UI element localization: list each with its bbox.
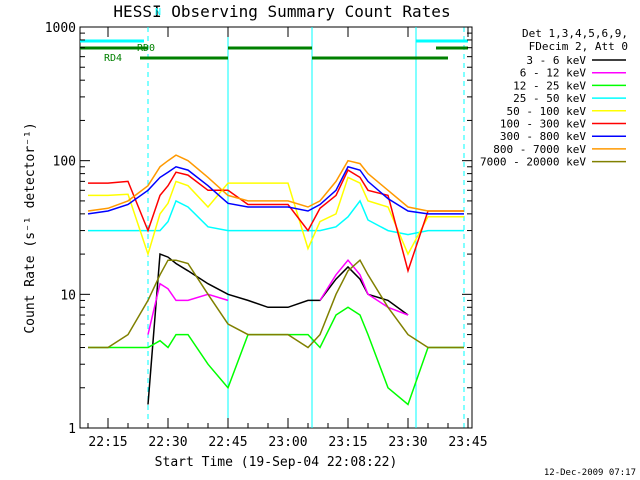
flag-label-rd4: RD4 bbox=[104, 53, 122, 64]
y-ticks: 1 10 100 1000 bbox=[45, 21, 472, 437]
x-tick-label-2: 22:45 bbox=[208, 435, 247, 450]
series-line-4 bbox=[88, 176, 464, 257]
legend-header-line-1: Det 1,3,4,5,6,9, bbox=[522, 27, 628, 40]
x-tick-label-5: 23:30 bbox=[388, 435, 427, 450]
series-line-2 bbox=[88, 306, 464, 406]
y-axis-label: Count Rate (s⁻¹ detector⁻¹) bbox=[23, 122, 38, 333]
legend-label-1: 6 - 12 keV bbox=[520, 67, 587, 80]
x-axis-label: Start Time (19-Sep-04 22:08:22) bbox=[155, 455, 398, 470]
flag-bars bbox=[80, 39, 468, 60]
legend: Det 1,3,4,5,6,9, FDecim 2, Att 0 3 - 6 k… bbox=[480, 27, 628, 169]
y-tick-label-3: 1000 bbox=[45, 21, 76, 36]
chart-title: HESSI Observing Summary Count Rates bbox=[113, 2, 450, 21]
series-line-5 bbox=[88, 169, 464, 274]
flag-label-rd0: RD0 bbox=[137, 43, 155, 54]
legend-label-4: 50 - 100 keV bbox=[507, 105, 587, 118]
y-tick-label-1: 10 bbox=[60, 288, 76, 303]
series-line-8 bbox=[88, 259, 464, 349]
series-lines bbox=[87, 154, 464, 406]
x-tick-label-0: 22:15 bbox=[88, 435, 127, 450]
plot-frame bbox=[79, 26, 473, 429]
legend-label-2: 12 - 25 keV bbox=[513, 79, 586, 92]
vertical-markers bbox=[147, 27, 465, 428]
legend-label-3: 25 - 50 keV bbox=[513, 92, 586, 105]
series-line-7 bbox=[87, 154, 464, 212]
legend-label-5: 100 - 300 keV bbox=[500, 118, 586, 131]
x-ticks: 22:15 22:30 22:45 23:00 23:15 23:30 23:45 bbox=[87, 27, 488, 450]
legend-label-8: 7000 - 20000 keV bbox=[480, 156, 586, 169]
y-tick-label-0: 1 bbox=[68, 422, 76, 437]
series-line-1 bbox=[147, 259, 409, 335]
series-line-0 bbox=[147, 253, 409, 405]
legend-label-6: 300 - 800 keV bbox=[500, 130, 586, 143]
x-tick-label-1: 22:30 bbox=[148, 435, 187, 450]
legend-label-7: 800 - 7000 keV bbox=[493, 143, 586, 156]
y-tick-label-2: 100 bbox=[53, 155, 76, 170]
series-line-6 bbox=[87, 165, 464, 215]
legend-label-0: 3 - 6 keV bbox=[526, 54, 586, 67]
legend-header-line-2: FDecim 2, Att 0 bbox=[529, 40, 628, 53]
x-tick-label-3: 23:00 bbox=[268, 435, 307, 450]
x-tick-label-4: 23:15 bbox=[328, 435, 367, 450]
x-tick-label-6: 23:45 bbox=[448, 435, 487, 450]
flag-label-n: N bbox=[155, 7, 161, 18]
footer-timestamp: 12-Dec-2009 07:17 bbox=[544, 468, 636, 478]
series-line-3 bbox=[88, 199, 464, 236]
